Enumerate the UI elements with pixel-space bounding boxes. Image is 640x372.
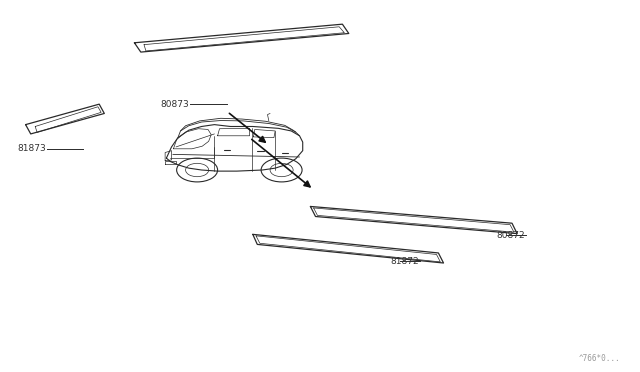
Text: 80873: 80873: [160, 100, 189, 109]
Text: ^766*0...: ^766*0...: [579, 354, 621, 363]
Text: 81873: 81873: [17, 144, 46, 153]
Text: 81872: 81872: [390, 257, 419, 266]
Text: 80872: 80872: [496, 231, 525, 240]
